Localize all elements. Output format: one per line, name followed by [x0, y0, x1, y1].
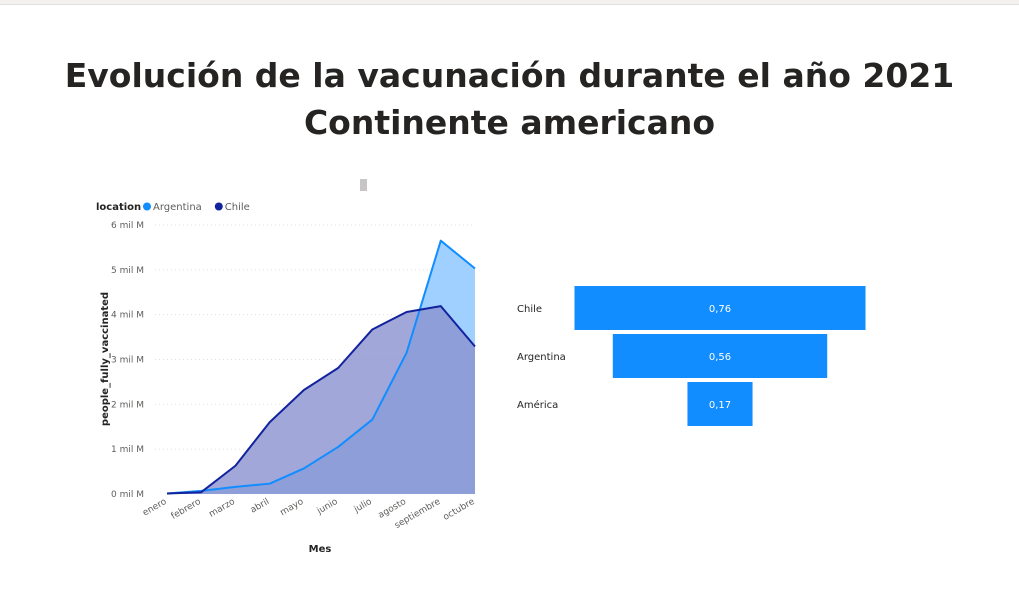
series-line-argentina[interactable]: [166, 239, 476, 495]
funnel-bar[interactable]: [687, 382, 753, 426]
funnel-value-label: 0,56: [709, 352, 731, 363]
funnel-category-label: Chile: [517, 304, 542, 315]
x-tick-label: julio: [352, 497, 374, 516]
legend-marker-argentina: [143, 202, 151, 211]
x-tick-label: marzo: [208, 497, 238, 520]
x-tick-label: abril: [249, 497, 271, 516]
y-tick-label: 2 mil M: [111, 400, 144, 410]
funnel-bar[interactable]: [574, 286, 866, 330]
visual-drag-handle[interactable]: [360, 179, 367, 191]
funnel-value-label: 0,17: [709, 400, 731, 411]
y-axis-title: people_fully_vaccinated: [100, 292, 111, 426]
x-axis-title: Mes: [309, 544, 332, 555]
x-tick-label: enero: [141, 497, 169, 519]
y-tick-label: 6 mil M: [111, 221, 144, 231]
legend-title: location: [96, 202, 141, 213]
funnel-category-label: América: [517, 399, 558, 411]
y-tick-label: 3 mil M: [111, 356, 144, 366]
x-tick-label: mayo: [279, 497, 306, 518]
y-tick-label: 5 mil M: [111, 266, 144, 276]
x-tick-label: junio: [315, 497, 340, 517]
report-title: Evolución de la vacunación durante el añ…: [0, 52, 1019, 146]
series-area-chile[interactable]: [167, 306, 475, 494]
y-tick-label: 1 mil M: [111, 445, 144, 455]
report-title-line-1: Evolución de la vacunación durante el añ…: [64, 56, 955, 95]
top-bar: [0, 0, 1019, 5]
funnel-value-label: 0,76: [709, 304, 731, 315]
funnel-bar[interactable]: [612, 334, 828, 378]
area-chart: 0 mil M 1 mil M 2 mil M 3 mil M 4 mil M 5 mil…: [96, 202, 477, 555]
legend-marker-chile: [214, 202, 223, 211]
x-tick-label: octubre: [442, 497, 477, 523]
x-tick-label: febrero: [170, 497, 204, 522]
funnel-category-label: Argentina: [517, 352, 566, 363]
report-title-line-2: Continente americano: [303, 103, 716, 142]
legend-label-chile[interactable]: Chile: [225, 202, 250, 213]
y-tick-label: 4 mil M: [111, 311, 144, 321]
series-line-chile[interactable]: [166, 305, 476, 495]
legend-label-argentina[interactable]: Argentina: [153, 202, 202, 213]
y-tick-label: 0 mil M: [111, 490, 144, 500]
